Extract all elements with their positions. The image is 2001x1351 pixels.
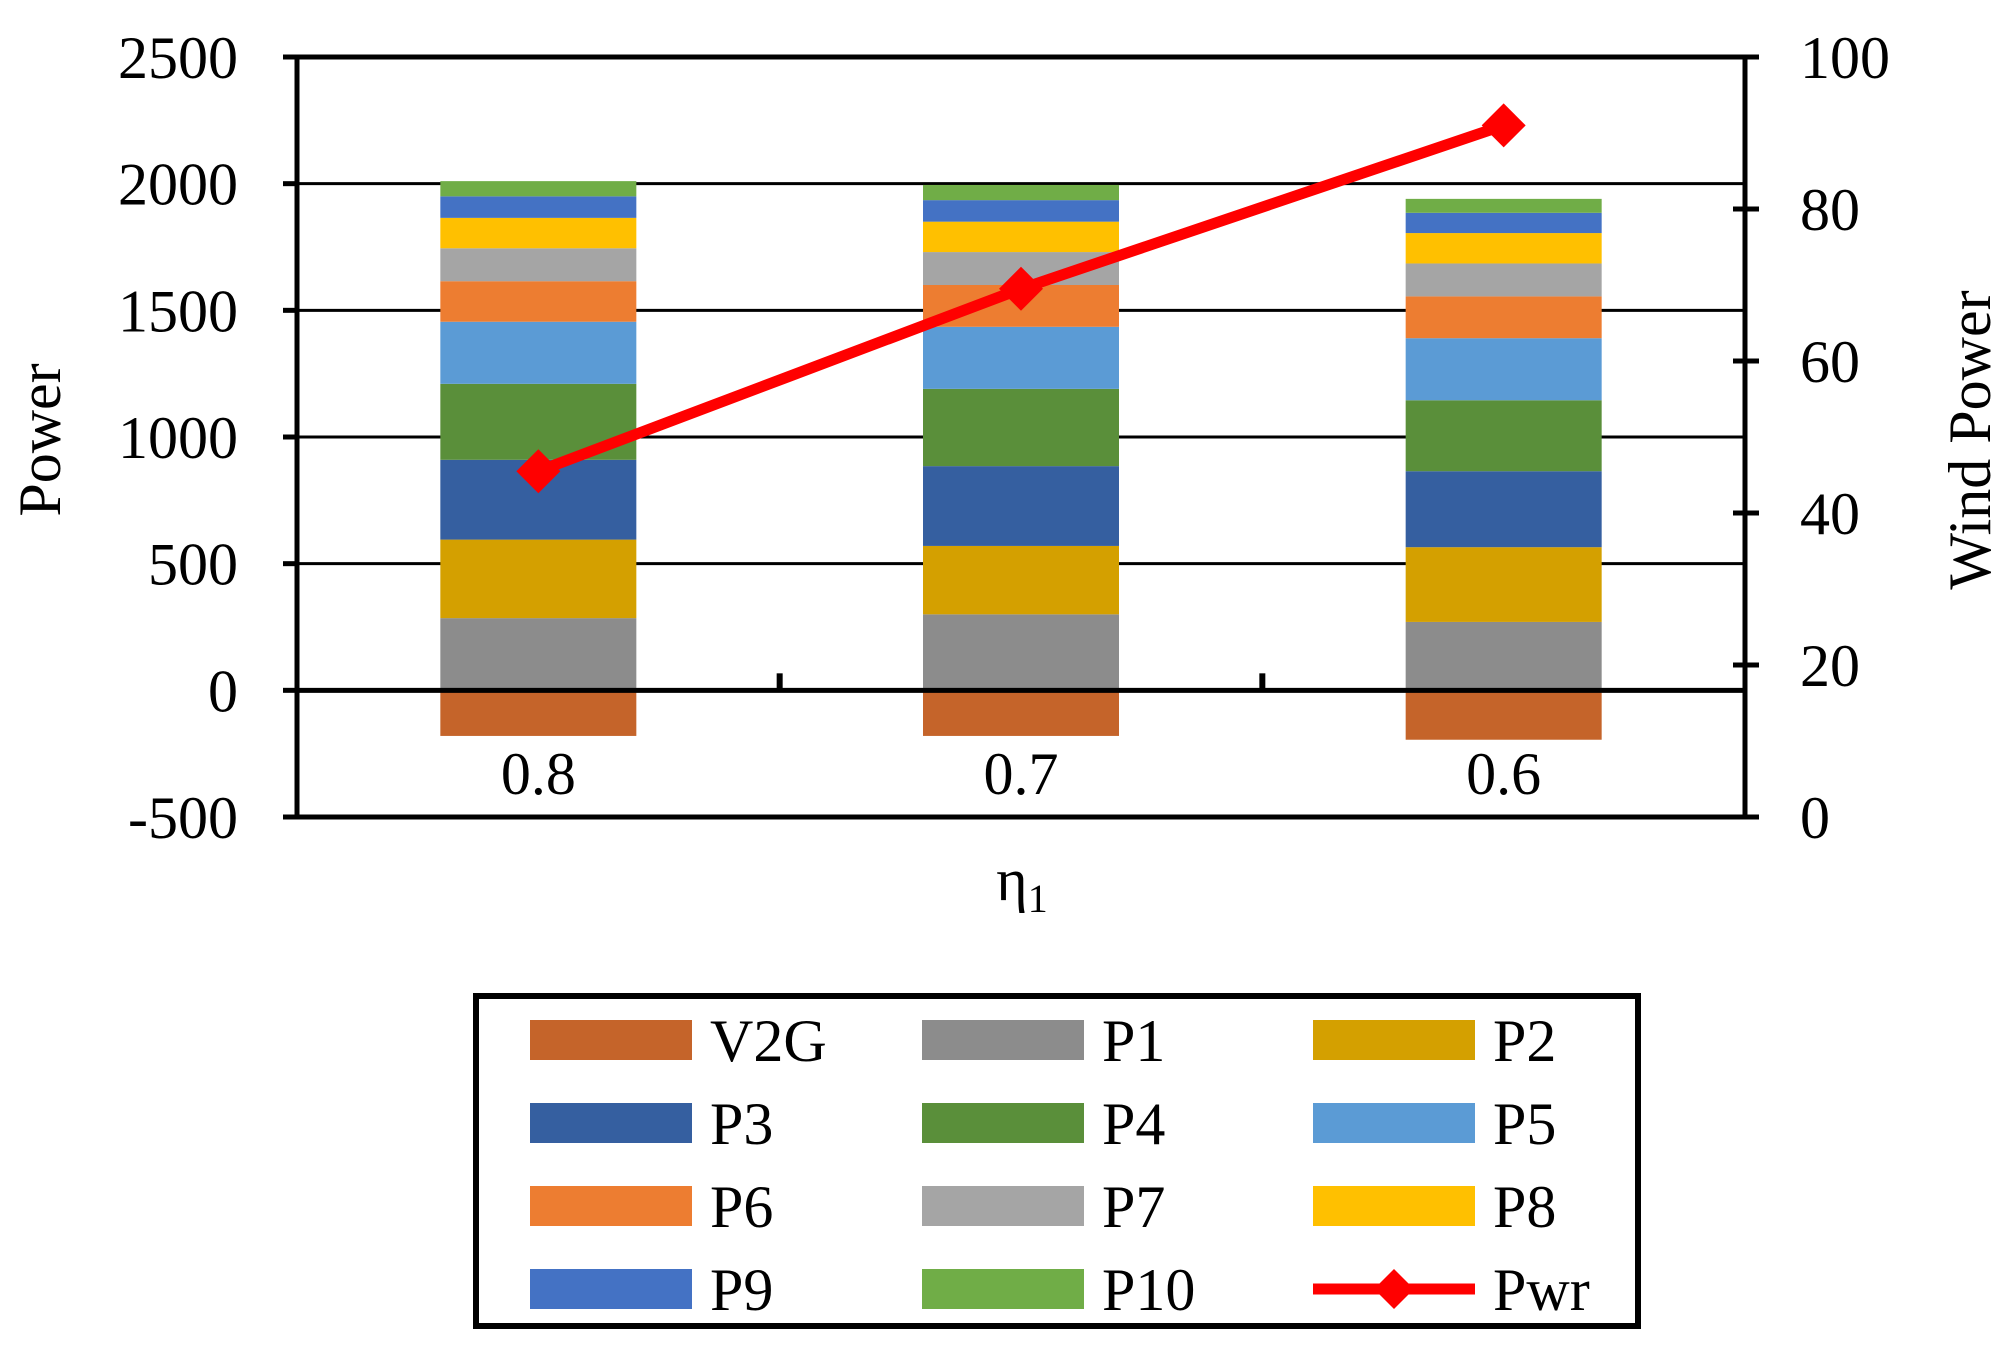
y2-tick-label: 20 bbox=[1800, 633, 1860, 699]
x-tick-label: 0.8 bbox=[501, 741, 576, 807]
bar-segment-p9 bbox=[1405, 212, 1602, 234]
bar-segment-v2g bbox=[923, 690, 1119, 736]
y-tick-label: -500 bbox=[128, 785, 238, 851]
y2-axis-title: Wind Power bbox=[1937, 290, 2001, 589]
y2-tick-label: 0 bbox=[1800, 785, 1830, 851]
legend-swatch-p2 bbox=[1313, 1020, 1475, 1060]
bar-segment-p1 bbox=[440, 618, 637, 691]
legend-label-p8: P8 bbox=[1493, 1174, 1556, 1240]
bar-segment-p4 bbox=[923, 388, 1119, 467]
legend-label-p2: P2 bbox=[1493, 1008, 1556, 1074]
y2-tick-label: 100 bbox=[1800, 25, 1890, 91]
legend-swatch-p6 bbox=[530, 1186, 692, 1226]
bar-segment-p4 bbox=[1405, 400, 1602, 472]
y-tick-label: 2000 bbox=[118, 152, 238, 218]
wind-power-marker bbox=[1481, 103, 1526, 148]
bar-segment-p1 bbox=[923, 614, 1119, 691]
y-tick-label: 2500 bbox=[118, 25, 238, 91]
legend-swatch-p3 bbox=[530, 1103, 692, 1143]
legend-label-p4: P4 bbox=[1102, 1091, 1165, 1157]
legend-swatch-v2g bbox=[530, 1020, 692, 1060]
bar-segment-p5 bbox=[440, 321, 637, 384]
bar-segment-p5 bbox=[1405, 338, 1602, 401]
y-tick-label: 1000 bbox=[118, 405, 238, 471]
bar-segment-p7 bbox=[440, 248, 637, 282]
bar-segment-p10 bbox=[440, 181, 637, 197]
bar-stacks bbox=[440, 181, 1602, 740]
axes: 2500 2000 1500 1000 500 0 -500 100 80 60 40 20 0 0.8 0… bbox=[118, 25, 1890, 851]
legend-swatch-p8 bbox=[1313, 1186, 1475, 1226]
bar-segment-v2g bbox=[1405, 690, 1602, 740]
y-tick-label: 1500 bbox=[118, 278, 238, 344]
legend-label-p10: P10 bbox=[1102, 1257, 1195, 1323]
legend-label-pwr: Pwr bbox=[1493, 1257, 1590, 1323]
wind-power-marker bbox=[999, 266, 1043, 311]
y-tick-label: 500 bbox=[148, 532, 238, 598]
bar-segment-p2 bbox=[440, 539, 637, 619]
legend: V2G P1 P2 P3 P4 P5 P6 P7 P8 P9 P10 Pwr bbox=[473, 993, 1641, 1329]
bar-segment-p2 bbox=[923, 545, 1119, 615]
bar-segment-p9 bbox=[440, 196, 637, 218]
wind-power-marker bbox=[516, 449, 561, 494]
bar-segment-p8 bbox=[1405, 233, 1602, 264]
bar-segment-p6 bbox=[1405, 296, 1602, 339]
bar-segment-p1 bbox=[1405, 621, 1602, 691]
legend-swatch-p4 bbox=[922, 1103, 1084, 1143]
bar-segment-p8 bbox=[923, 221, 1119, 253]
bar-segment-p2 bbox=[1405, 547, 1602, 622]
x-tick-label: 0.6 bbox=[1466, 741, 1541, 807]
y-tick-label: 0 bbox=[208, 658, 238, 724]
y2-tick-label: 40 bbox=[1800, 481, 1860, 547]
x-axis-title-main: η bbox=[996, 847, 1027, 913]
y2-tick-label: 80 bbox=[1800, 177, 1860, 243]
x-axis-title-subscript: 1 bbox=[1028, 876, 1048, 921]
legend-label-v2g: V2G bbox=[710, 1008, 827, 1074]
x-tick-label: 0.7 bbox=[984, 741, 1059, 807]
legend-label-p6: P6 bbox=[710, 1174, 773, 1240]
legend-label-p5: P5 bbox=[1493, 1091, 1556, 1157]
legend-swatch-p9 bbox=[530, 1269, 692, 1309]
bar-segment-p10 bbox=[923, 184, 1119, 201]
legend-label-p3: P3 bbox=[710, 1091, 773, 1157]
bar-segment-p6 bbox=[440, 281, 637, 322]
bar-segment-v2g bbox=[440, 690, 637, 736]
y-axis-title: Power bbox=[7, 363, 73, 516]
bar-segment-p3 bbox=[1405, 471, 1602, 548]
legend-swatch-p5 bbox=[1313, 1103, 1475, 1143]
bar-segment-p10 bbox=[1405, 198, 1602, 213]
bar-segment-p9 bbox=[923, 200, 1119, 222]
bar-segment-p3 bbox=[923, 466, 1119, 546]
bar-segment-p7 bbox=[1405, 263, 1602, 297]
y2-tick-label: 60 bbox=[1800, 329, 1860, 395]
wind-power-line bbox=[516, 103, 1526, 494]
legend-label-p7: P7 bbox=[1102, 1174, 1165, 1240]
legend-label-p9: P9 bbox=[710, 1257, 773, 1323]
bar-segment-p5 bbox=[923, 326, 1119, 389]
legend-swatch-p10 bbox=[922, 1269, 1084, 1309]
legend-swatch-marker bbox=[1374, 1269, 1414, 1309]
bar-segment-p8 bbox=[440, 217, 637, 249]
legend-swatch-p1 bbox=[922, 1020, 1084, 1060]
legend-label-p1: P1 bbox=[1102, 1008, 1165, 1074]
x-axis-title: η1 bbox=[996, 847, 1047, 921]
legend-swatch-p7 bbox=[922, 1186, 1084, 1226]
